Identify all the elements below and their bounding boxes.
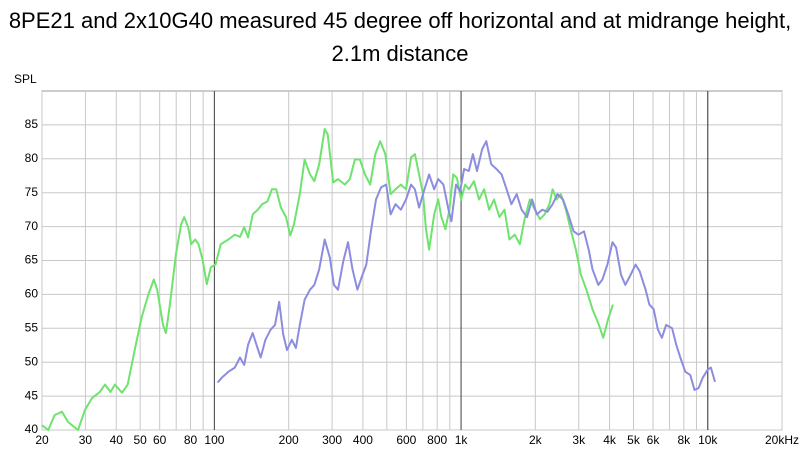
- x-tick-label: 4k: [603, 433, 617, 447]
- y-axis-label: SPL: [14, 72, 37, 86]
- series-line: [216, 140, 716, 391]
- y-tick-label: 80: [25, 151, 39, 165]
- chart-title: 8PE21 and 2x10G40 measured 45 degree off…: [8, 8, 792, 66]
- x-tick-label: 100: [204, 433, 224, 447]
- x-tick-label: 300: [322, 433, 342, 447]
- x-tick-label: 800: [427, 433, 447, 447]
- x-tick-label: 200: [279, 433, 299, 447]
- y-tick-label: 50: [25, 354, 39, 368]
- x-tick-label: 600: [396, 433, 416, 447]
- x-tick-label: 3k: [572, 433, 586, 447]
- y-tick-label: 55: [25, 320, 39, 334]
- x-tick-label: 6k: [647, 433, 661, 447]
- y-tick-label: 85: [25, 117, 39, 131]
- y-tick-label: 65: [25, 253, 39, 267]
- x-tick-label: 60: [153, 433, 167, 447]
- y-tick-label: 75: [25, 185, 39, 199]
- x-tick-label: 10k: [698, 433, 718, 447]
- y-tick-label: 40: [25, 422, 39, 436]
- x-tick-label: 50: [133, 433, 147, 447]
- y-tick-label: 45: [25, 388, 39, 402]
- y-tick-label: 60: [25, 287, 39, 301]
- x-tick-label: 5k: [627, 433, 641, 447]
- x-tick-label: 20: [35, 433, 49, 447]
- y-tick-label: 70: [25, 219, 39, 233]
- x-tick-label: 8k: [677, 433, 691, 447]
- series-line: [41, 128, 614, 431]
- x-tick-label: 1k: [455, 433, 469, 447]
- x-tick-label: 20kHz: [765, 433, 799, 447]
- x-tick-label: 400: [353, 433, 373, 447]
- x-tick-label: 80: [184, 433, 198, 447]
- x-tick-label: 2k: [529, 433, 543, 447]
- x-tick-label: 40: [110, 433, 124, 447]
- x-tick-label: 30: [79, 433, 93, 447]
